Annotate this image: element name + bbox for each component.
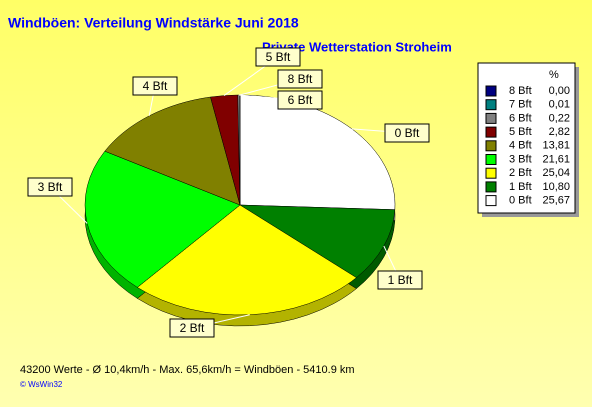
label-box [377, 270, 423, 290]
label-box [132, 76, 178, 96]
pie-slice [104, 96, 241, 206]
legend-value: 0,22 [549, 112, 570, 124]
pie-slice [239, 94, 396, 210]
chart-subtitle: Private Wetterstation Stroheim [262, 39, 452, 54]
legend-label: 7 Bft [509, 99, 532, 111]
legend-label: 2 Bft [509, 167, 532, 179]
label-box [277, 90, 323, 110]
legend-value: 10,80 [542, 181, 570, 193]
slice-label: 1 Bft [388, 273, 413, 287]
pie-slice [239, 204, 396, 278]
footer: 43200 Werte - Ø 10,4km/h - Max. 65,6km/h… [20, 364, 355, 376]
chart-title: Windböen: Verteilung Windstärke Juni 201… [8, 15, 299, 31]
legend-value: 0,00 [549, 85, 570, 97]
slice-label: 6 Bft [288, 93, 313, 107]
label-box [277, 69, 323, 89]
legend-swatch [485, 181, 497, 193]
legend-value: 21,61 [542, 153, 570, 165]
legend-swatch [485, 126, 497, 138]
label-box [255, 47, 301, 67]
legend-swatch [485, 85, 497, 97]
slice-label: 3 Bft [38, 180, 63, 194]
slice-label: 0 Bft [395, 126, 420, 140]
slice-label: 4 Bft [143, 79, 168, 93]
legend-header: % [549, 69, 559, 81]
legend-value: 25,04 [542, 167, 570, 179]
legend-swatch [485, 167, 497, 179]
label-box [169, 318, 215, 338]
legend-label: 3 Bft [509, 153, 532, 165]
slice-label: 2 Bft [180, 321, 205, 335]
legend-swatch [485, 112, 497, 124]
legend-label: 1 Bft [509, 181, 532, 193]
pie-slice [84, 150, 241, 288]
legend-label: 4 Bft [509, 140, 532, 152]
legend-swatch [485, 99, 497, 111]
slice-label: 5 Bft [266, 50, 291, 64]
legend-swatch [485, 154, 497, 165]
legend-label: 0 Bft [509, 195, 532, 207]
label-box [27, 177, 73, 197]
label-box [384, 123, 430, 143]
legend-label: 6 Bft [509, 112, 532, 124]
legend-value: 25,67 [542, 195, 570, 207]
legend-label: 8 Bft [509, 85, 532, 97]
slice-label: 8 Bft [288, 72, 313, 86]
legend-value: 13,81 [542, 140, 570, 152]
legend-swatch [485, 195, 497, 207]
legend-label: 5 Bft [509, 126, 532, 138]
copyright: © WsWin32 [20, 380, 63, 389]
legend-swatch [485, 140, 497, 152]
legend-value: 0,01 [549, 99, 570, 111]
legend-value: 2,82 [549, 126, 570, 138]
